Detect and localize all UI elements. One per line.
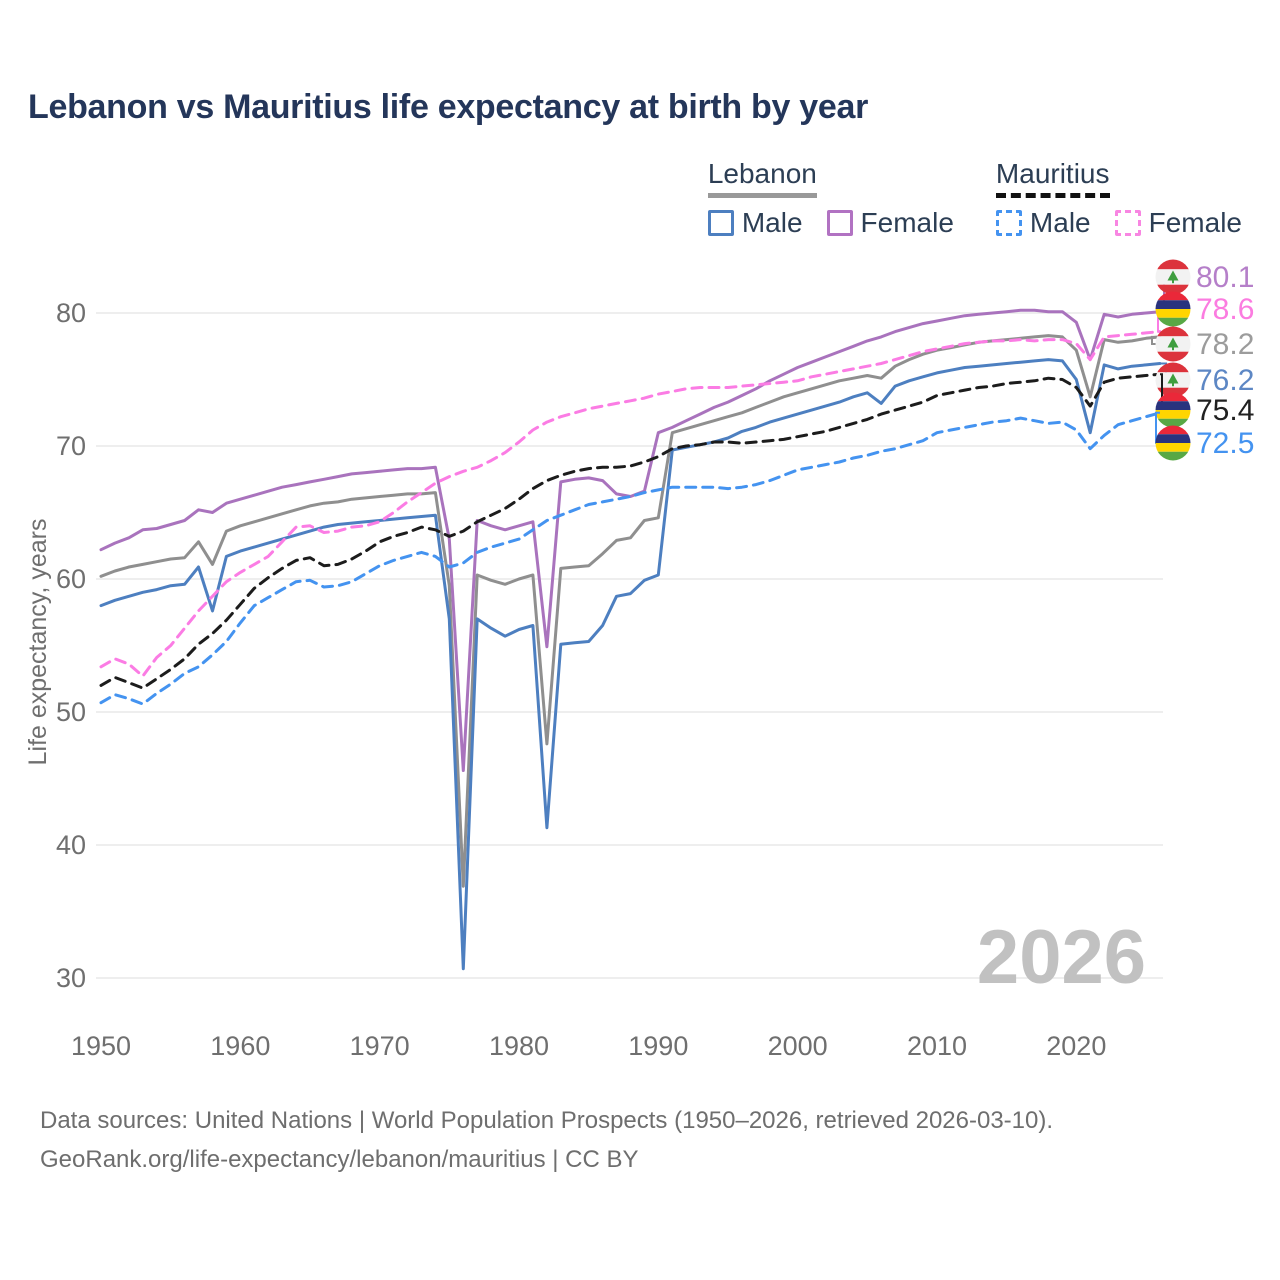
legend-group-title-lebanon: Lebanon <box>707 158 817 198</box>
lebanon-flag-icon <box>1155 362 1191 398</box>
end-value-label: 72.5 <box>1196 427 1254 460</box>
end-value-label: 80.1 <box>1196 261 1254 294</box>
legend-item-mauritius-male[interactable]: Male <box>995 207 1091 239</box>
x-tick-label: 1990 <box>628 1031 688 1061</box>
y-tick-label: 60 <box>56 564 86 594</box>
legend-item-lebanon-female[interactable]: Female <box>826 207 954 239</box>
x-tick-label: 2000 <box>768 1031 828 1061</box>
legend: Lebanon Male Female Mauritius Male <box>707 158 1242 239</box>
mauritius-flag-icon <box>1155 291 1191 327</box>
series-line-lebanon <box>99 334 1162 888</box>
y-tick-label: 40 <box>56 830 86 860</box>
series-line-mauritius-female <box>99 330 1162 678</box>
legend-items-lebanon: Male Female <box>707 207 954 239</box>
mauritius-male-swatch-icon <box>995 210 1022 236</box>
legend-item-mauritius-female[interactable]: Female <box>1114 207 1242 239</box>
footer: Data sources: United Nations | World Pop… <box>40 1101 1053 1179</box>
y-axis-title: Life expectancy, years <box>24 519 52 766</box>
footer-source-line: Data sources: United Nations | World Pop… <box>40 1107 1054 1134</box>
mauritius-flag-icon <box>1155 425 1191 461</box>
legend-item-label: Female <box>1148 207 1242 238</box>
end-value-label: 78.2 <box>1196 328 1254 361</box>
lebanon-flag-icon <box>1155 326 1191 362</box>
x-tick-label: 1980 <box>489 1031 549 1061</box>
x-tick-label: 2020 <box>1046 1031 1106 1061</box>
legend-item-label: Female <box>860 207 954 238</box>
x-tick-label: 2010 <box>907 1031 967 1061</box>
watermark-year: 2026 <box>977 915 1146 1000</box>
series-line-lebanon-male <box>99 358 1162 971</box>
series-line-mauritius-male <box>99 411 1162 706</box>
legend-item-lebanon-male[interactable]: Male <box>707 207 803 239</box>
series-line-lebanon-female <box>99 308 1162 772</box>
lebanon-female-swatch-icon <box>826 210 853 236</box>
end-value-label: 78.6 <box>1196 293 1254 326</box>
legend-group-lebanon: Lebanon Male Female <box>707 158 954 239</box>
lebanon-male-swatch-icon <box>707 210 734 236</box>
legend-group-mauritius: Mauritius Male Female <box>995 158 1242 239</box>
lebanon-flag-icon <box>1155 259 1191 295</box>
series-line-mauritius <box>99 372 1162 690</box>
end-value-label: 76.2 <box>1196 364 1254 397</box>
footer-link-line: GeoRank.org/life-expectancy/lebanon/maur… <box>40 1146 639 1173</box>
x-tick-label: 1950 <box>71 1031 131 1061</box>
y-tick-label: 70 <box>56 431 86 461</box>
legend-items-mauritius: Male Female <box>995 207 1242 239</box>
legend-item-label: Male <box>741 207 803 238</box>
y-tick-label: 50 <box>56 697 86 727</box>
chart-title: Lebanon vs Mauritius life expectancy at … <box>28 88 869 126</box>
label-connector <box>1151 335 1160 345</box>
end-value-label: 75.4 <box>1196 394 1254 427</box>
x-tick-label: 1960 <box>210 1031 270 1061</box>
mauritius-female-swatch-icon <box>1114 210 1141 236</box>
legend-group-title-mauritius: Mauritius <box>995 158 1110 198</box>
y-tick-label: 30 <box>56 963 86 993</box>
y-tick-label: 80 <box>56 298 86 328</box>
legend-item-label: Male <box>1029 207 1091 238</box>
x-tick-label: 1970 <box>350 1031 410 1061</box>
mauritius-flag-icon <box>1155 392 1191 428</box>
